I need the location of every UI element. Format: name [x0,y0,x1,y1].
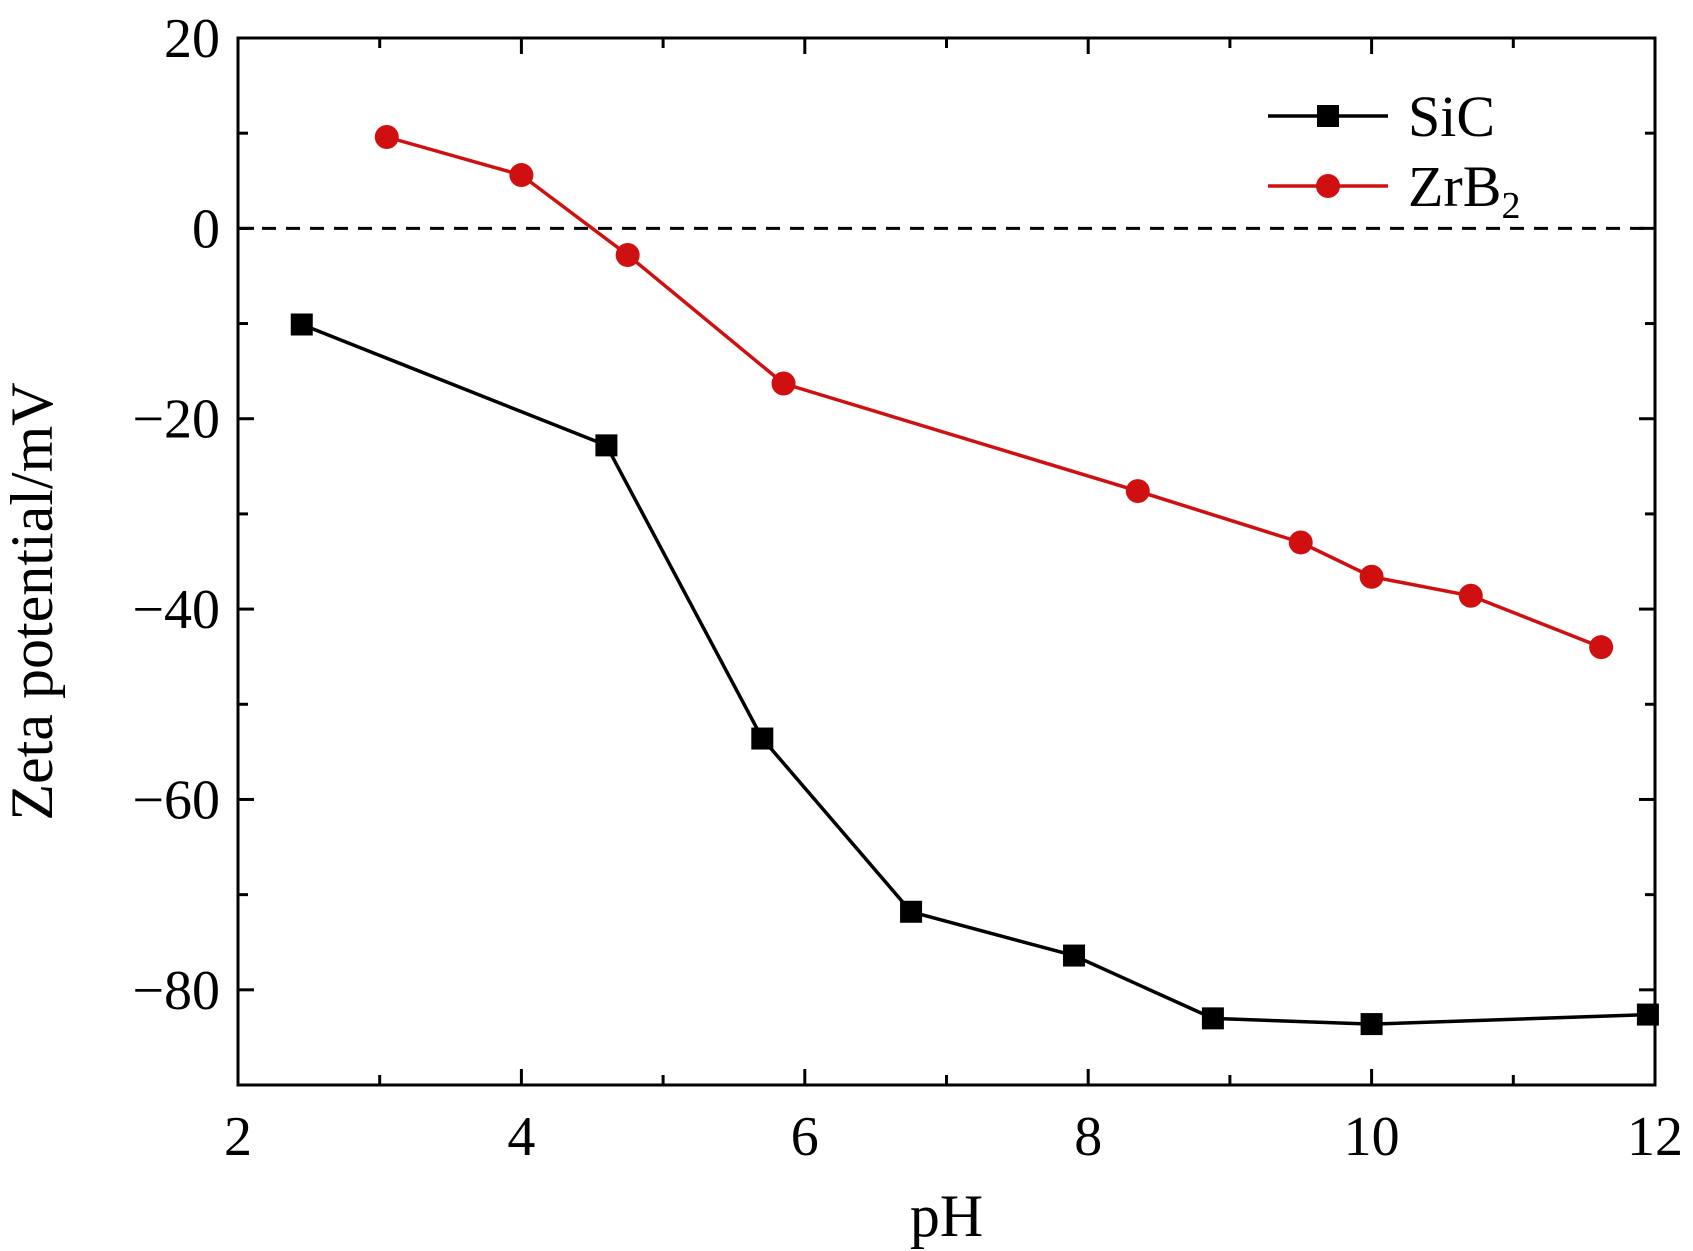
x-tick-label: 12 [1627,1106,1683,1168]
data-point-zrb2 [1589,635,1614,660]
x-tick-label: 2 [224,1106,252,1168]
data-point-zrb2 [1125,479,1150,504]
data-point-sic [900,900,923,923]
data-point-sic [751,727,774,750]
legend-marker-sic [1317,105,1339,127]
data-point-zrb2 [1359,564,1384,589]
x-tick-label: 10 [1344,1106,1400,1168]
series-sic [290,313,1659,1036]
data-point-sic [290,313,313,336]
data-point-zrb2 [509,163,534,188]
x-tick-label: 6 [791,1106,819,1168]
x-tick-label: 8 [1074,1106,1102,1168]
data-point-sic [1063,944,1086,967]
y-tick-label: −60 [132,769,220,831]
data-point-zrb2 [1458,583,1483,608]
data-point-sic [1201,1007,1224,1030]
data-point-sic [595,434,618,457]
data-point-zrb2 [771,371,796,396]
data-point-zrb2 [615,243,640,268]
series-zrb2 [374,124,1614,660]
series-line-sic [301,322,1648,1026]
x-tick-label: 4 [507,1106,535,1168]
y-axis-title: Zeta potential/mV [0,382,65,820]
legend-label-zrb2: ZrB2 [1408,154,1520,227]
y-tick-label: −40 [132,579,220,641]
series-layer [290,124,1659,1036]
y-tick-label: 0 [192,198,220,260]
data-point-zrb2 [374,124,399,149]
legend-label-sic: SiC [1408,84,1495,149]
legend-marker-zrb2 [1316,174,1340,198]
legend-item-zrb2: ZrB2 [1268,154,1520,227]
y-tick-label: 20 [164,8,220,70]
x-axis-title: pH [910,1183,983,1249]
data-point-zrb2 [1288,530,1313,555]
legend-label-base: ZrB [1408,154,1501,219]
y-tick-label: −80 [132,960,220,1022]
legend-label-subscript: 2 [1501,185,1520,227]
legend-label-base: SiC [1408,84,1495,149]
data-point-sic [1360,1013,1383,1036]
legend-item-sic: SiC [1268,84,1495,149]
data-point-sic [1636,1003,1659,1026]
y-tick-label: −20 [132,389,220,451]
axes-layer: 2 4 6 8 10 12 20 0 −20 −40 −60 −80 pH Zeta potential/… [0,8,1683,1249]
